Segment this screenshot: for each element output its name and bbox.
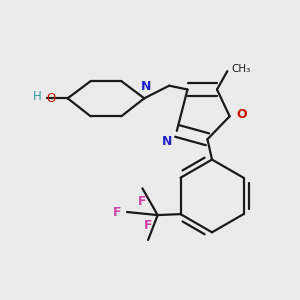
Text: F: F (113, 206, 121, 218)
Text: O: O (46, 92, 56, 105)
Text: CH₃: CH₃ (231, 64, 250, 74)
Text: H: H (33, 90, 42, 103)
Text: O: O (236, 108, 247, 121)
Text: F: F (138, 195, 147, 208)
Text: N: N (141, 80, 152, 93)
Text: N: N (162, 135, 172, 148)
Text: F: F (144, 219, 152, 232)
